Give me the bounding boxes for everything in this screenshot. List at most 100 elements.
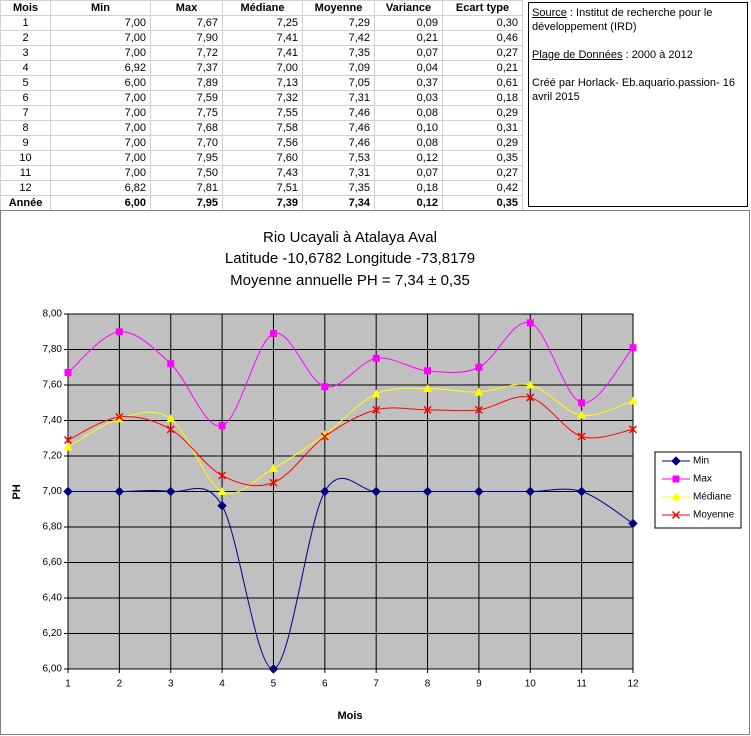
- table-cell: 5: [0, 75, 51, 91]
- y-tick-label: 7,20: [43, 451, 63, 462]
- table-cell: 0,12: [374, 150, 443, 166]
- table-cell: 0,29: [442, 135, 523, 151]
- table-cell: 0,21: [374, 30, 443, 46]
- x-tick-label: 11: [576, 679, 587, 690]
- table-row: 8 7,00 7,68 7,58 7,46 0,10 0,31: [0, 120, 523, 136]
- table-cell: 7,39: [222, 195, 303, 211]
- marker: [629, 344, 637, 352]
- table-cell: 6,92: [50, 60, 151, 76]
- table-cell: 4: [0, 60, 51, 76]
- table-cell: 0,27: [442, 45, 523, 61]
- marker: [672, 475, 680, 483]
- table-cell: 0,31: [442, 120, 523, 136]
- source-label: Source: [532, 7, 567, 19]
- marker: [166, 486, 176, 497]
- marker: [474, 405, 483, 414]
- x-tick-label: 9: [476, 679, 482, 690]
- marker: [269, 330, 277, 338]
- table-cell: 0,18: [374, 180, 443, 196]
- column-header: Ecart type: [442, 0, 523, 16]
- column-header: Min: [50, 0, 151, 16]
- table-cell: 0,35: [442, 150, 523, 166]
- marker: [167, 360, 175, 368]
- table-cell: 0,08: [374, 105, 443, 121]
- table-cell: 7,95: [150, 150, 223, 166]
- table-cell: 6,82: [50, 180, 151, 196]
- table-cell: 7,58: [222, 120, 303, 136]
- column-header: Variance: [374, 0, 443, 16]
- x-axis-label: Mois: [337, 710, 362, 722]
- range-label: Plage de Données: [532, 49, 623, 61]
- x-tick-label: 3: [168, 679, 174, 690]
- table-cell: 7,59: [150, 90, 223, 106]
- table-row: 2 7,00 7,90 7,41 7,42 0,21 0,46: [0, 30, 523, 46]
- y-axis-label: PH: [11, 484, 23, 499]
- y-tick-label: 7,40: [43, 415, 63, 426]
- y-tick-label: 6,20: [43, 628, 63, 639]
- table-cell: 12: [0, 180, 51, 196]
- table-cell: 7,41: [222, 45, 303, 61]
- table-cell: 0,03: [374, 90, 443, 106]
- x-tick-label: 1: [65, 679, 71, 690]
- table-cell: 7,35: [302, 180, 375, 196]
- table-cell: 7,35: [302, 45, 375, 61]
- y-tick-label: 8,00: [43, 309, 63, 320]
- chart-title: Moyenne annuelle PH = 7,34 ± 0,35: [230, 272, 470, 289]
- column-header: Médiane: [222, 0, 303, 16]
- range-text: : 2000 à 2012: [622, 49, 693, 61]
- marker: [671, 510, 681, 520]
- marker: [115, 328, 123, 336]
- marker: [217, 487, 227, 495]
- table-cell: 7,25: [222, 15, 303, 31]
- table-cell: 7,89: [150, 75, 223, 91]
- table-cell: 11: [0, 165, 51, 181]
- table-cell: 7,72: [150, 45, 223, 61]
- table-cell: 7,00: [50, 30, 151, 46]
- table-cell: 7,29: [302, 15, 375, 31]
- table-cell: 0,21: [442, 60, 523, 76]
- marker: [671, 456, 681, 466]
- marker: [525, 380, 535, 389]
- source-text: : Institut de recherche pour le développ…: [532, 7, 713, 33]
- table-cell: 8: [0, 120, 51, 136]
- table-cell: 7,09: [302, 60, 375, 76]
- marker: [526, 319, 534, 327]
- legend-label: Max: [693, 474, 712, 485]
- table-cell: 0,27: [442, 165, 523, 181]
- marker: [423, 384, 433, 393]
- table-cell: 7,00: [50, 165, 151, 181]
- column-header: Moyenne: [302, 0, 375, 16]
- table-cell: 7,46: [302, 135, 375, 151]
- marker: [578, 399, 586, 407]
- data-table: Mois Min Max Médiane Moyenne Variance Ecart ty…: [0, 0, 523, 211]
- marker: [320, 432, 329, 441]
- marker: [424, 367, 432, 375]
- table-row: 12 6,82 7,81 7,51 7,35 0,18 0,42: [0, 180, 523, 196]
- marker: [628, 396, 638, 405]
- marker: [371, 486, 381, 497]
- marker: [269, 478, 278, 487]
- table-cell: 7,31: [302, 165, 375, 181]
- y-tick-label: 6,40: [43, 593, 63, 604]
- table-cell: 6: [0, 90, 51, 106]
- table-cell: 10: [0, 150, 51, 166]
- x-tick-label: 12: [627, 679, 639, 690]
- table-cell: 7,13: [222, 75, 303, 91]
- y-tick-label: 7,80: [43, 344, 63, 355]
- x-tick-label: 6: [322, 679, 328, 690]
- marker: [423, 405, 432, 414]
- table-cell: 7,00: [50, 15, 151, 31]
- table-cell: 0,42: [442, 180, 523, 196]
- table-cell: 7,56: [222, 135, 303, 151]
- table-cell: 7,00: [50, 90, 151, 106]
- marker: [371, 389, 381, 398]
- column-header: Mois: [0, 0, 51, 16]
- credit: Créé par Horlack- Eb.aquario.passion- 16…: [532, 77, 735, 103]
- table-row: 10 7,00 7,95 7,60 7,53 0,12 0,35: [0, 150, 523, 166]
- marker: [166, 414, 176, 423]
- y-tick-label: 6,60: [43, 557, 63, 568]
- marker: [320, 430, 330, 439]
- table-cell: 0,29: [442, 105, 523, 121]
- marker: [63, 486, 73, 497]
- y-tick-label: 7,00: [43, 486, 63, 497]
